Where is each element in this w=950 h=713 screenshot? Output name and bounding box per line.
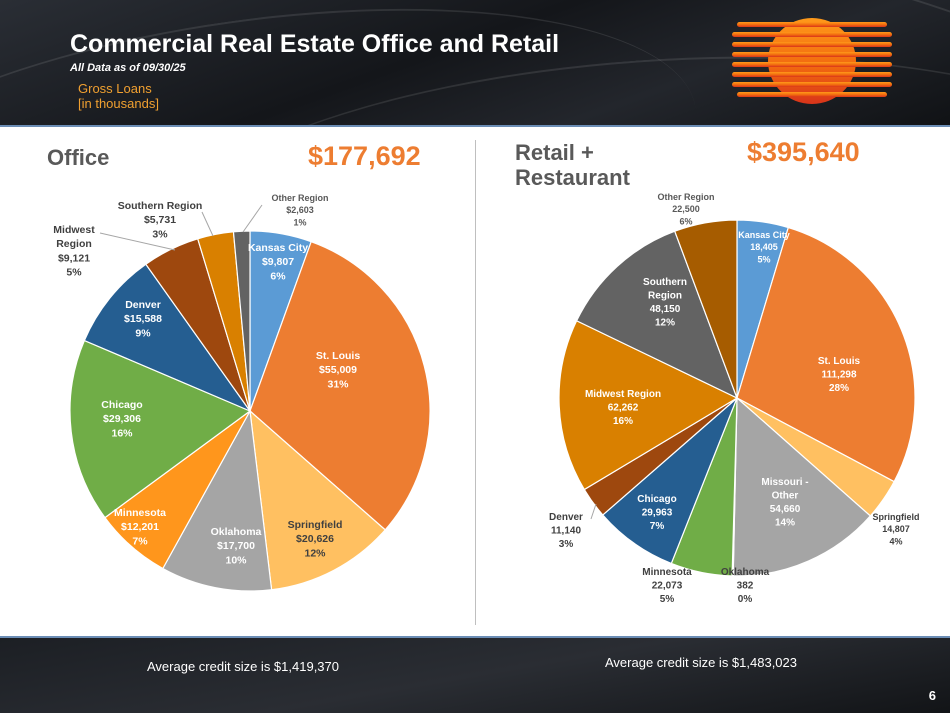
retail-average-credit-size: Average credit size is $1,483,023 [605,655,797,670]
footer-banner [0,638,950,713]
as-of-date: All Data as of 09/30/25 [70,62,186,74]
page-title: Commercial Real Estate Office and Retail [70,30,560,58]
subtitle-line-1: Gross Loans [78,81,152,96]
office-average-credit-size: Average credit size is $1,419,370 [147,659,339,674]
company-logo [732,18,892,104]
units-subtitle: Gross Loans [in thousands] [78,81,159,111]
retail-title-line-2: Restaurant [515,165,630,190]
page-number: 6 [928,688,936,703]
subtitle-line-2: [in thousands] [78,96,159,111]
retail-title-line-1: Retail + [515,140,594,165]
office-title: Office [47,145,110,170]
retail-total: $395,640 [747,137,860,167]
retail-title: Retail + Restaurant [515,140,630,190]
panel-divider [475,140,476,625]
office-total: $177,692 [308,141,421,171]
